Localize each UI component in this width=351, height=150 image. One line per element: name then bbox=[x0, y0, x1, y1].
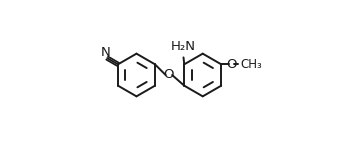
Text: N: N bbox=[101, 46, 111, 59]
Text: H₂N: H₂N bbox=[171, 40, 196, 53]
Text: O: O bbox=[164, 69, 174, 81]
Text: CH₃: CH₃ bbox=[241, 58, 263, 71]
Text: O: O bbox=[227, 58, 237, 71]
